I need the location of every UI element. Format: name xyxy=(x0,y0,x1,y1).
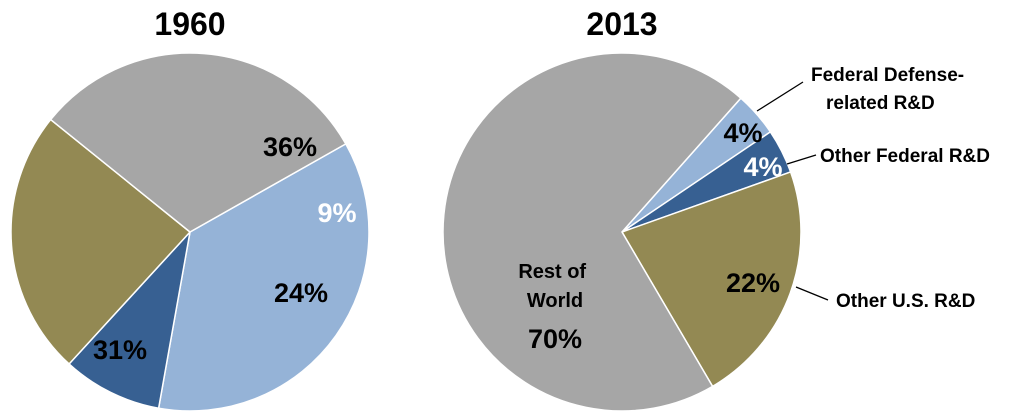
data-label-1960-0: 36% xyxy=(263,132,317,162)
data-label-1960-2: 24% xyxy=(274,278,328,308)
rest-of-world-line-1: Rest of xyxy=(518,261,586,283)
rest-of-world-label: Rest of World xyxy=(518,261,591,312)
pie-chart-2013: 2013 4% 4% 22% Rest of World 70% Federal… xyxy=(442,6,990,412)
data-label-2013-3: 70% xyxy=(528,324,582,354)
pie-slice-1960-2 xyxy=(10,118,192,366)
callout-labels: Federal Defense- related R&D Other Feder… xyxy=(811,65,990,312)
data-label-1960-3: 31% xyxy=(93,335,147,365)
callout-other-federal: Other Federal R&D xyxy=(820,146,990,167)
data-label-2013-1: 4% xyxy=(743,152,782,182)
callout-federal-defense: Federal Defense- related R&D xyxy=(811,65,969,114)
callout-federal-defense-line-2: related R&D xyxy=(826,93,935,114)
leader-line-other-federal xyxy=(786,154,817,165)
chart-title-1960: 1960 xyxy=(154,6,225,42)
callout-federal-defense-line-1: Federal Defense- xyxy=(811,65,964,86)
data-labels-1960: 36% 9% 24% 31% xyxy=(93,132,357,365)
slices-1960 xyxy=(10,52,370,412)
slices-2013 xyxy=(442,52,802,412)
leader-line-federal-defense xyxy=(756,81,804,112)
callout-lines xyxy=(756,81,829,301)
chart-title-2013: 2013 xyxy=(586,6,657,42)
data-label-1960-1: 9% xyxy=(317,198,356,228)
leader-line-other-us xyxy=(795,286,829,301)
pie-slice-1960-0 xyxy=(157,142,370,412)
callout-other-us: Other U.S. R&D xyxy=(836,291,975,312)
data-label-2013-2: 22% xyxy=(726,268,780,298)
pie-slice-1960-1 xyxy=(68,229,192,410)
pie-slice-2013-2 xyxy=(620,170,802,388)
pie-slice-2013-3 xyxy=(442,52,742,412)
pie-slice-1960-3 xyxy=(49,52,347,233)
data-label-2013-0: 4% xyxy=(723,118,762,148)
pie-chart-1960: 1960 36% 9% 24% 31% xyxy=(10,6,370,412)
data-labels-2013: 4% 4% 22% Rest of World 70% xyxy=(518,118,782,354)
rest-of-world-line-2: World xyxy=(527,290,583,312)
